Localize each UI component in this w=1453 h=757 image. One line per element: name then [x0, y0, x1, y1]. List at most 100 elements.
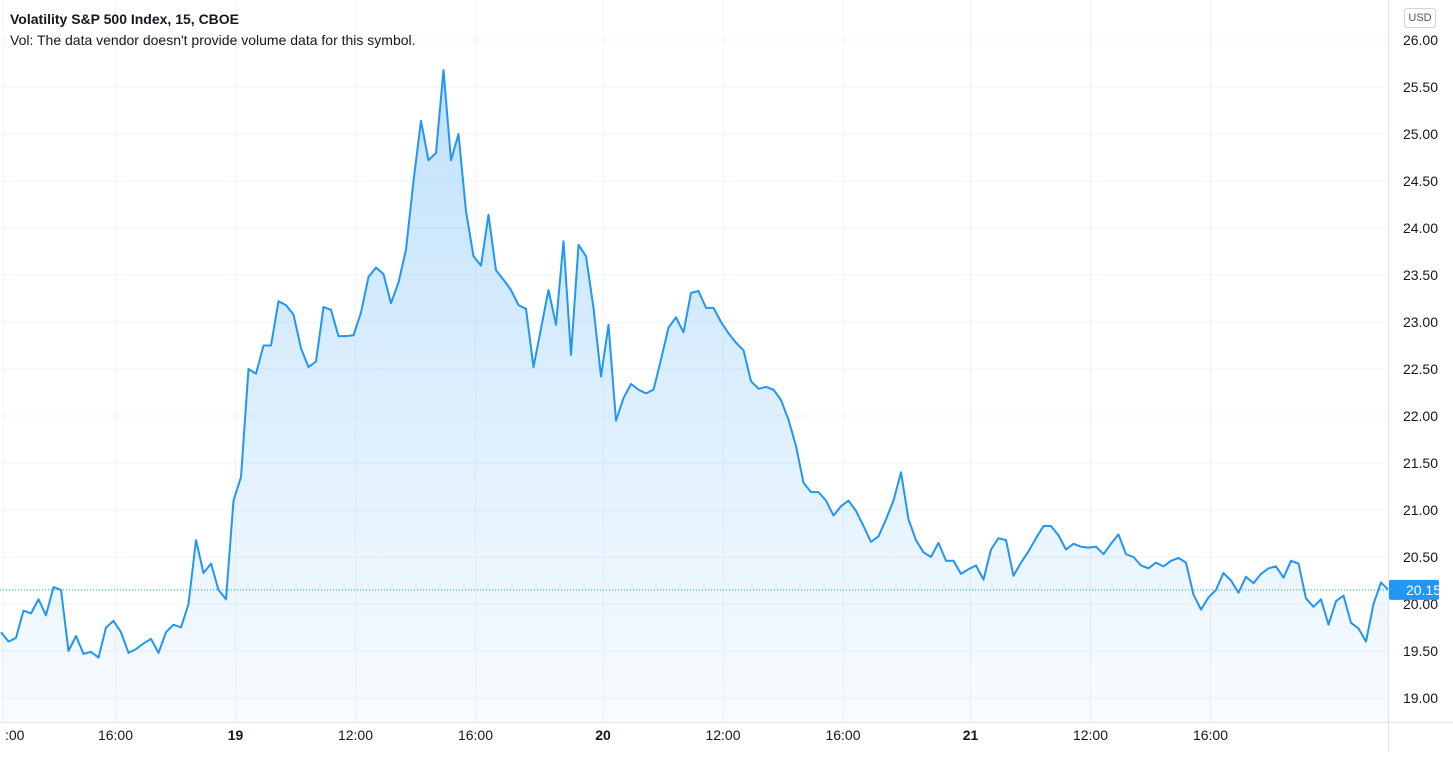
- data-point: [982, 578, 986, 582]
- data-point: [367, 275, 371, 279]
- y-tick-label: 25.00: [1403, 126, 1438, 142]
- data-point: [1139, 564, 1143, 568]
- data-point: [232, 499, 236, 503]
- x-tick-label: 16:00: [98, 727, 133, 743]
- data-point: [1027, 549, 1031, 553]
- data-point: [1357, 626, 1361, 630]
- data-point: [899, 470, 903, 474]
- data-point: [284, 303, 288, 307]
- y-tick-label: 19.00: [1403, 690, 1438, 706]
- data-point: [1252, 581, 1256, 585]
- data-point: [937, 541, 941, 545]
- data-point: [442, 68, 446, 72]
- data-point: [1177, 556, 1181, 560]
- data-point: [149, 637, 153, 641]
- data-point: [734, 341, 738, 345]
- data-point: [1312, 605, 1316, 609]
- data-point: [1019, 561, 1023, 565]
- data-point: [397, 281, 401, 285]
- y-tick-label: 23.00: [1403, 314, 1438, 330]
- x-tick-label: 12:00: [1073, 727, 1108, 743]
- data-point: [82, 652, 86, 656]
- data-point: [1079, 545, 1083, 549]
- data-point: [74, 634, 78, 638]
- data-point: [1169, 559, 1173, 563]
- data-point: [224, 597, 228, 601]
- data-point: [1042, 524, 1046, 528]
- data-point: [382, 272, 386, 276]
- data-point: [1012, 574, 1016, 578]
- data-point: [659, 358, 663, 362]
- data-point: [584, 254, 588, 258]
- data-point: [1162, 564, 1166, 568]
- data-point: [37, 597, 41, 601]
- data-point: [577, 243, 581, 247]
- data-point: [239, 475, 243, 479]
- data-point: [1147, 566, 1151, 570]
- data-point: [119, 630, 123, 634]
- data-point: [254, 372, 258, 376]
- data-point: [164, 630, 168, 634]
- y-tick-label: 21.50: [1403, 455, 1438, 471]
- y-tick-label: 20.50: [1403, 549, 1438, 565]
- data-point: [134, 647, 138, 651]
- y-tick-label: 24.00: [1403, 220, 1438, 236]
- x-tick-label: 21: [963, 727, 979, 743]
- y-tick-label: 22.00: [1403, 408, 1438, 424]
- data-point: [1132, 555, 1136, 559]
- y-tick-label: 19.50: [1403, 643, 1438, 659]
- data-point: [112, 619, 116, 623]
- data-point: [374, 266, 378, 270]
- data-point: [667, 326, 671, 330]
- data-point: [562, 239, 566, 243]
- series-line: [0, 69, 1390, 659]
- currency-button[interactable]: USD: [1404, 8, 1436, 28]
- x-tick-label: 19: [228, 727, 244, 743]
- data-point: [794, 444, 798, 448]
- data-point: [824, 499, 828, 503]
- data-point: [599, 375, 603, 379]
- y-tick-label: 25.50: [1403, 79, 1438, 95]
- data-point: [997, 536, 1001, 540]
- data-point: [742, 348, 746, 352]
- data-point: [517, 303, 521, 307]
- data-point: [869, 540, 873, 544]
- x-tick-label: 16:00: [458, 727, 493, 743]
- data-point: [404, 248, 408, 252]
- data-point: [292, 313, 296, 317]
- data-point: [539, 327, 543, 331]
- data-point: [854, 509, 858, 513]
- data-point: [622, 396, 626, 400]
- data-point: [1102, 552, 1106, 556]
- volume-note: Vol: The data vendor doesn't provide vol…: [10, 32, 416, 48]
- y-tick-label: 22.50: [1403, 361, 1438, 377]
- data-point: [554, 323, 558, 327]
- data-point: [449, 158, 453, 162]
- chart-title: Volatility S&P 500 Index, 15, CBOE: [10, 11, 240, 27]
- data-point: [29, 611, 33, 615]
- data-point: [1244, 575, 1248, 579]
- data-point: [127, 651, 131, 655]
- data-point: [1124, 552, 1128, 556]
- data-point: [1342, 594, 1346, 598]
- data-point: [1274, 564, 1278, 568]
- data-point: [569, 353, 573, 357]
- data-point: [1259, 572, 1263, 576]
- data-point: [277, 299, 281, 303]
- data-point: [14, 636, 18, 640]
- data-point: [157, 651, 161, 655]
- data-point: [1327, 623, 1331, 627]
- data-point: [1289, 559, 1293, 563]
- data-point: [1154, 561, 1158, 565]
- y-tick-label: 20.00: [1403, 596, 1438, 612]
- data-point: [22, 609, 26, 613]
- data-point: [929, 555, 933, 559]
- data-point: [52, 585, 56, 589]
- data-point: [847, 499, 851, 503]
- data-point: [1192, 593, 1196, 597]
- data-point: [779, 398, 783, 402]
- data-point: [944, 559, 948, 563]
- data-point: [914, 538, 918, 542]
